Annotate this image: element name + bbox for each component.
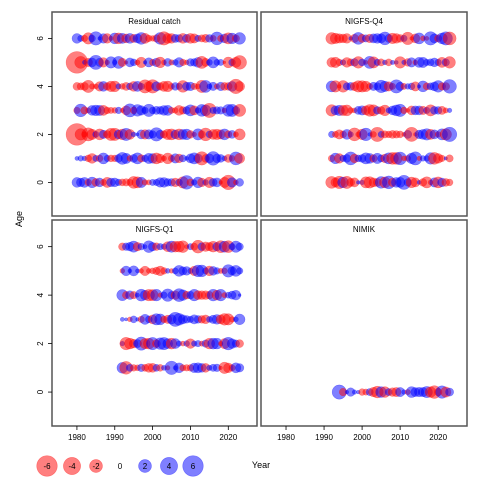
x-tick-label: 1980 (277, 433, 295, 442)
legend-label: 2 (143, 462, 148, 471)
data-point (233, 32, 246, 45)
data-point (443, 56, 456, 69)
data-point (442, 126, 458, 142)
x-tick-label: 2020 (429, 433, 447, 442)
data-point (234, 81, 245, 92)
y-tick-label: 2 (36, 341, 45, 346)
data-point (233, 313, 246, 326)
x-tick-label: 1990 (315, 433, 333, 442)
data-point (232, 55, 247, 70)
y-tick-label: 4 (36, 84, 45, 89)
x-tick-label: 2000 (353, 433, 371, 442)
y-tick-label: 6 (36, 36, 45, 41)
data-point (233, 104, 247, 117)
legend-label: 0 (118, 462, 123, 471)
data-point (390, 59, 395, 65)
legend-label: 4 (167, 462, 172, 471)
data-point (234, 153, 245, 164)
data-point (442, 79, 457, 94)
data-point (351, 389, 358, 395)
legend-bubble (63, 457, 81, 475)
data-point (442, 31, 457, 46)
panel-frame (51, 219, 258, 427)
data-point (119, 316, 125, 322)
y-tick-label: 0 (36, 180, 45, 185)
x-tick-label: 1980 (68, 433, 86, 442)
y-tick-label: 6 (36, 244, 45, 249)
y-tick-label: 4 (36, 292, 45, 297)
data-point (236, 267, 244, 275)
panel-frame (51, 11, 258, 217)
legend-label: -2 (92, 462, 100, 471)
y-tick-label: 2 (36, 132, 45, 137)
legend-label: 6 (191, 462, 196, 471)
legend-label: -6 (43, 462, 51, 471)
panel-frame (260, 219, 468, 427)
data-point (233, 128, 246, 141)
x-tick-label: 1990 (106, 433, 124, 442)
data-point (235, 242, 244, 251)
data-point (131, 131, 137, 138)
legend-bubble (138, 459, 152, 473)
data-point (235, 178, 244, 187)
legend-bubble (89, 459, 103, 473)
y-tick-label: 0 (36, 389, 45, 394)
data-point (445, 154, 454, 163)
legend-label: -4 (68, 462, 76, 471)
x-tick-label: 2010 (391, 433, 409, 442)
x-tick-label: 2000 (144, 433, 162, 442)
data-point (235, 339, 244, 348)
data-point (237, 293, 242, 297)
x-tick-label: 2010 (182, 433, 200, 442)
x-axis-label: Year (252, 460, 270, 470)
data-point (445, 387, 454, 397)
panel-title: NIGFS-Q4 (345, 17, 383, 26)
panel-title: NIGFS-Q1 (136, 225, 174, 234)
data-point (445, 178, 454, 187)
panel-title: Residual catch (128, 17, 180, 26)
legend-bubble (160, 457, 178, 475)
data-point (235, 363, 245, 373)
data-point (447, 107, 453, 113)
legend-bubble (36, 455, 58, 477)
x-tick-label: 2020 (219, 433, 237, 442)
panel-title: NIMIK (353, 225, 376, 234)
legend-bubble (182, 455, 204, 477)
y-axis-label: Age (14, 211, 24, 227)
panel-frame (260, 11, 468, 217)
